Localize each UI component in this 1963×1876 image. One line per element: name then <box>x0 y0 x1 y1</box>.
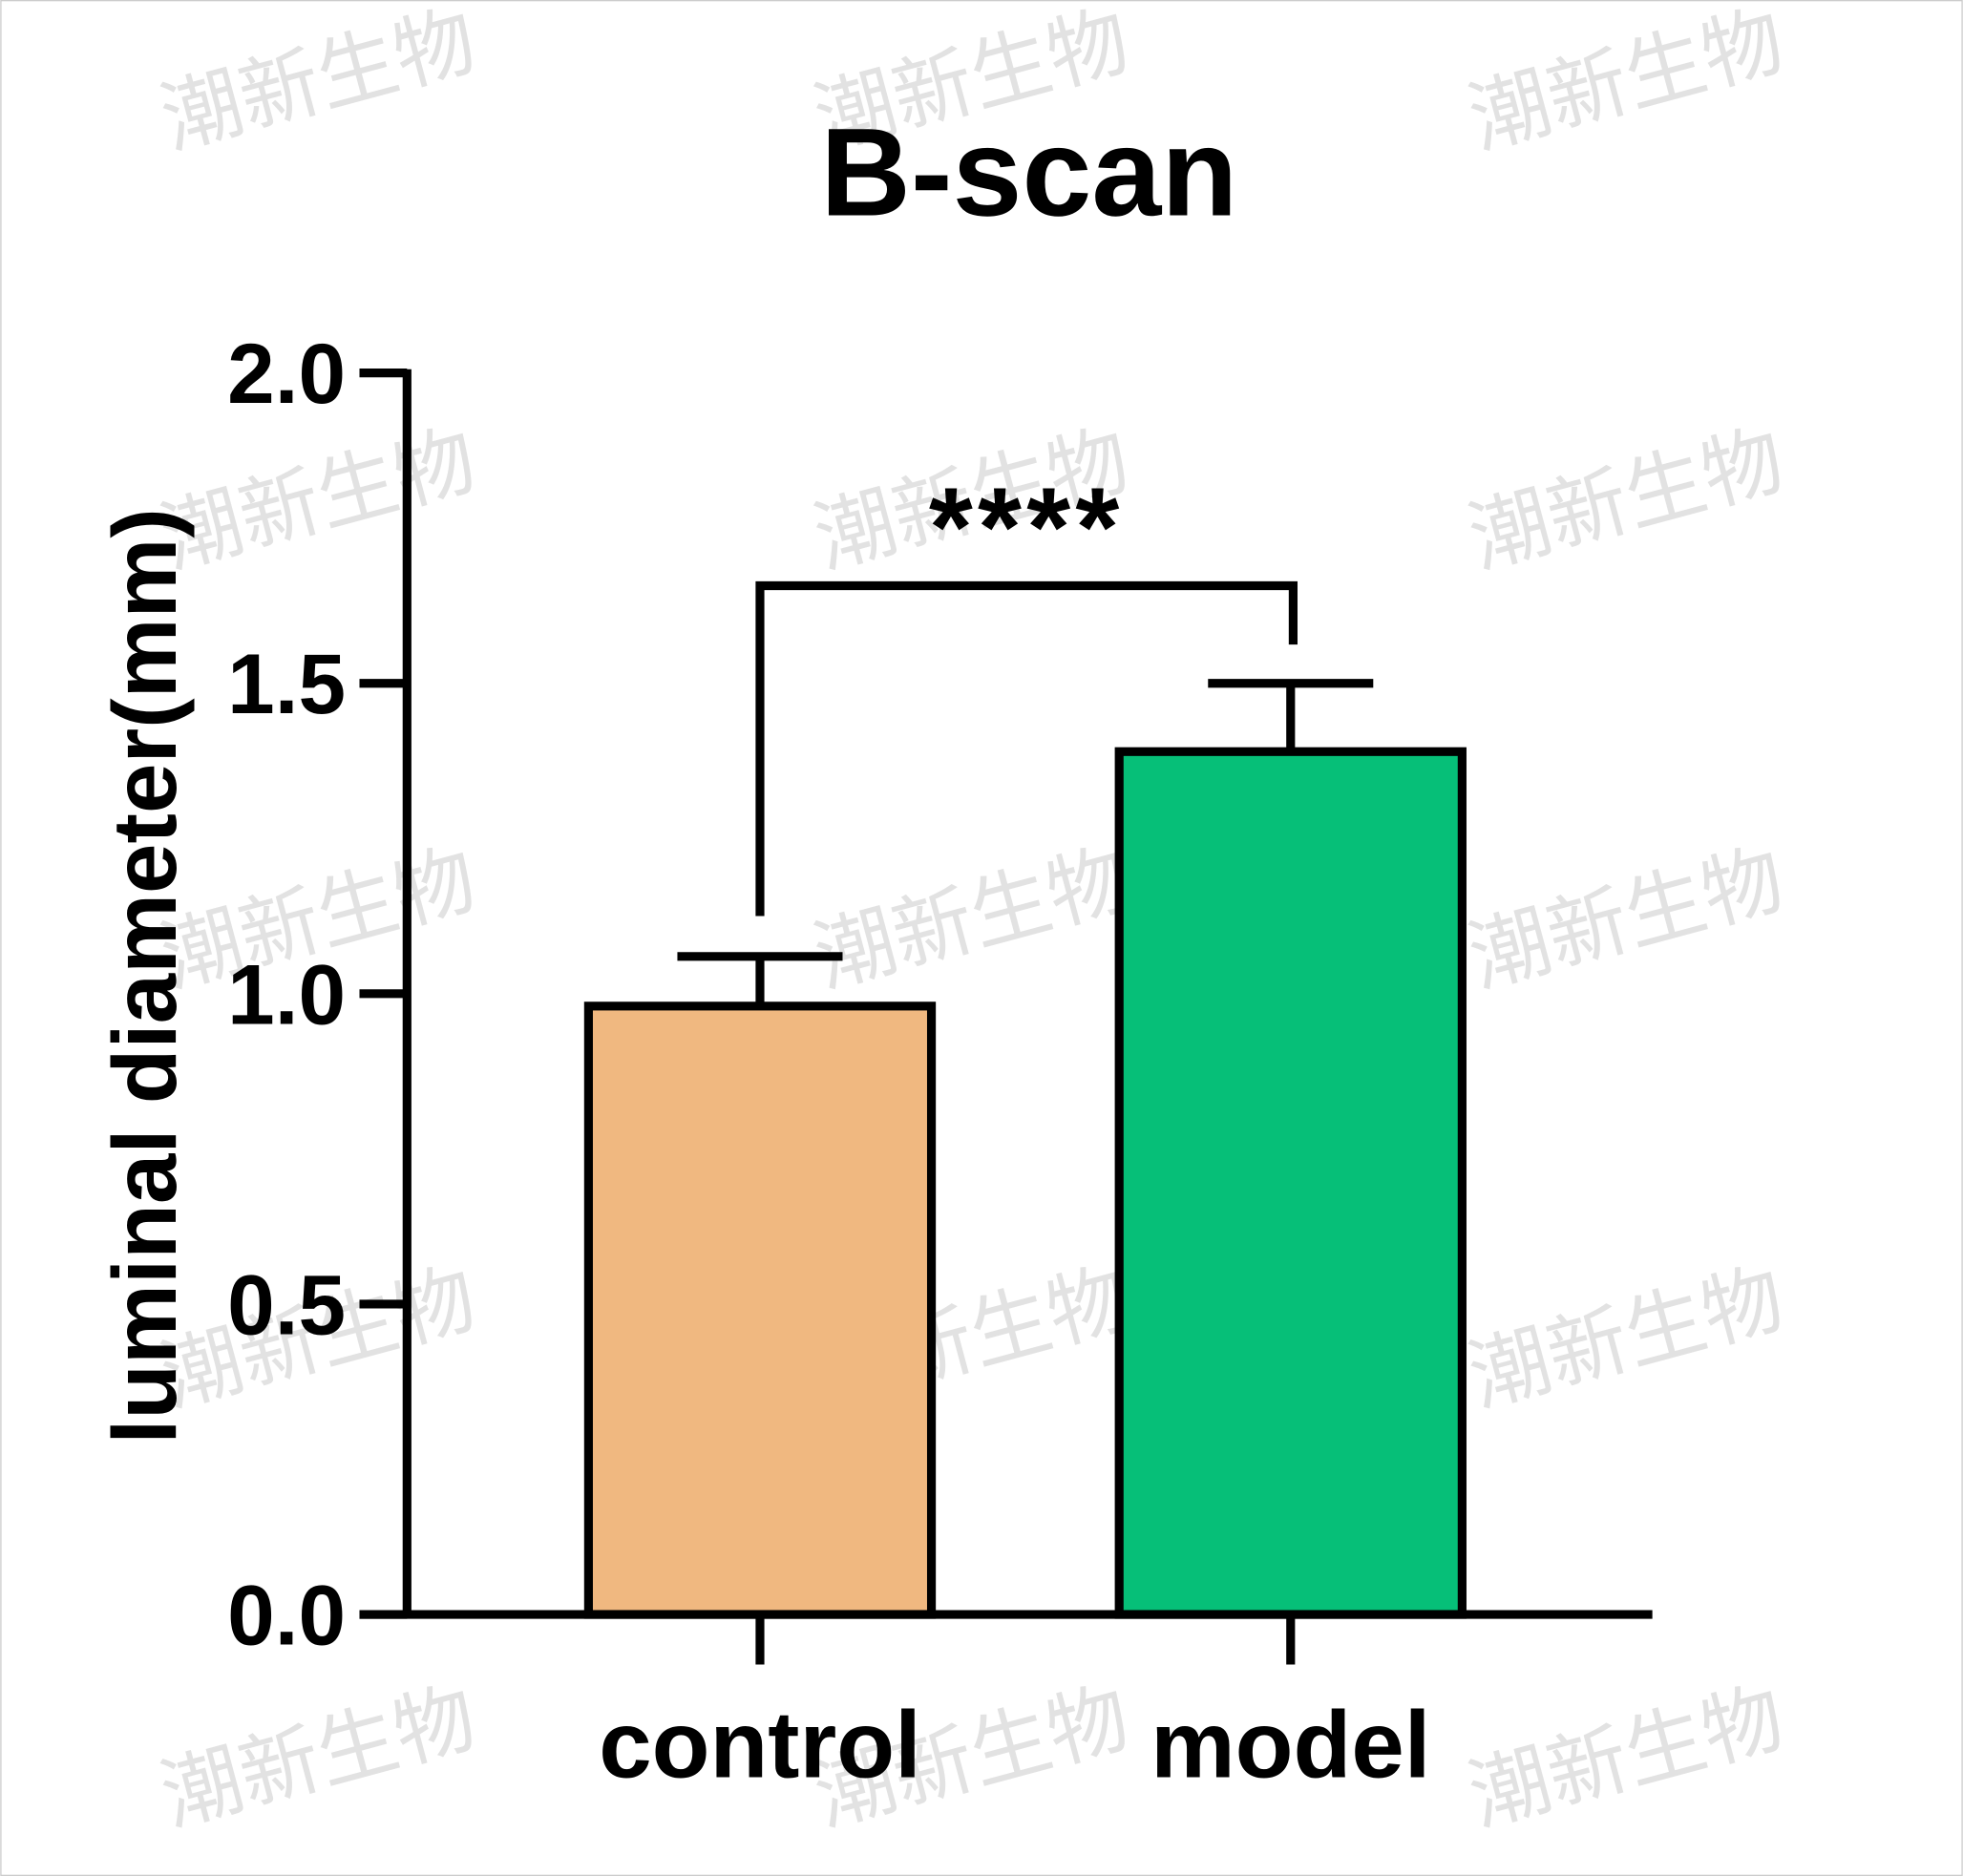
y-tick-label: 0.5 <box>227 1256 346 1352</box>
bar <box>1114 747 1467 1619</box>
bar <box>583 1001 937 1619</box>
x-tick-label: model <box>1150 1692 1430 1798</box>
chart-title: B-scan <box>820 101 1237 242</box>
significance-label: **** <box>929 464 1125 590</box>
watermarks: 潮新生物潮新生物潮新生物潮新生物潮新生物潮新生物潮新生物潮新生物潮新生物潮新生物… <box>152 0 1792 1842</box>
y-tick-label: 1.0 <box>227 946 346 1042</box>
y-tick-label: 2.0 <box>227 326 346 421</box>
y-tick-label: 1.5 <box>227 636 346 731</box>
significance-bracket <box>755 580 1298 917</box>
x-tick-label: control <box>599 1692 921 1798</box>
y-tick-label: 0.0 <box>227 1567 346 1662</box>
y-axis-label: luminal diameter(mm) <box>95 508 196 1444</box>
